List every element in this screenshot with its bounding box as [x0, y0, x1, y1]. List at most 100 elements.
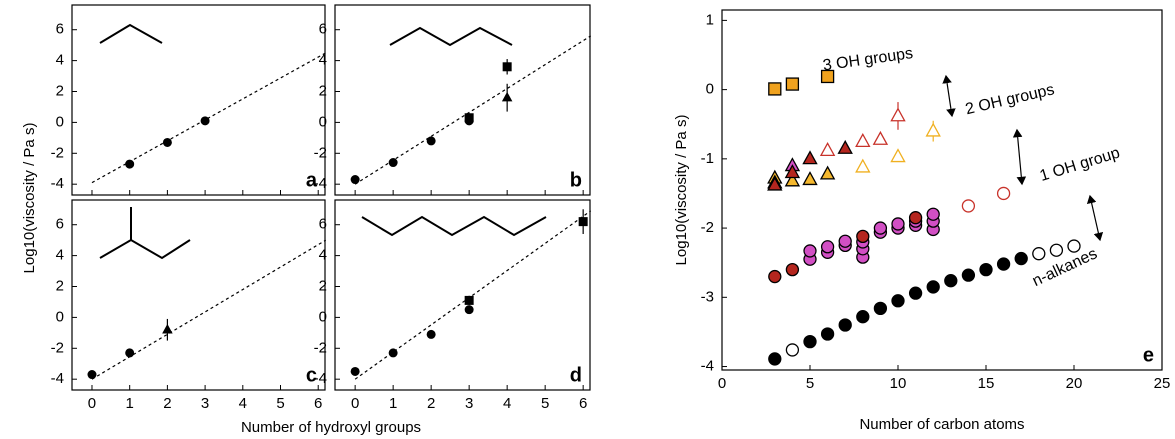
point — [891, 217, 905, 231]
x-tick-label: 5 — [541, 395, 549, 412]
point — [578, 217, 588, 227]
x-tick-label: 4 — [239, 395, 247, 412]
point — [785, 262, 800, 277]
molecule-c — [99, 207, 191, 260]
panel-label: c — [306, 364, 317, 386]
y-tick-label: 0 — [706, 81, 714, 98]
point — [162, 137, 172, 147]
point — [350, 175, 360, 185]
y-axis-label: Log10(viscosity / Pa s) — [21, 123, 38, 274]
arrow — [942, 74, 956, 118]
point — [785, 343, 800, 357]
point — [819, 141, 836, 156]
fit-line — [354, 35, 592, 185]
point — [768, 269, 782, 284]
y-tick-label: 2 — [56, 82, 64, 99]
y-tick-label: -4 — [51, 370, 64, 387]
point — [890, 107, 906, 122]
point — [996, 257, 1011, 271]
y-tick-label: 1 — [706, 11, 714, 28]
y-tick-label: -4 — [701, 358, 714, 375]
point — [838, 318, 852, 332]
point — [803, 334, 817, 349]
point — [502, 62, 512, 72]
point — [1014, 251, 1028, 266]
x-tick-label: 20 — [1066, 375, 1083, 392]
point — [890, 148, 906, 163]
y-tick-label: -4 — [314, 175, 327, 192]
x-axis-label: Number of hydroxyl groups — [241, 419, 421, 436]
point — [856, 310, 870, 324]
point — [856, 229, 870, 244]
point — [819, 165, 836, 180]
y-tick-label: 2 — [56, 277, 64, 294]
y-tick-label: 4 — [56, 247, 64, 264]
panel-label: d — [570, 364, 582, 386]
panel-label: e — [1143, 344, 1154, 366]
x-tick-label: 25 — [1154, 375, 1171, 392]
x-tick-label: 4 — [503, 395, 511, 412]
point — [162, 323, 173, 334]
plot-frame — [721, 9, 1163, 371]
y-tick-label: 6 — [319, 21, 327, 38]
y-tick-label: 2 — [319, 82, 327, 99]
x-tick-label: 2 — [427, 395, 435, 412]
x-tick-label: 10 — [890, 375, 907, 392]
point — [872, 130, 889, 145]
point — [925, 122, 941, 137]
y-tick-label: -1 — [701, 150, 714, 167]
arrow — [1012, 128, 1027, 186]
point — [125, 159, 135, 169]
point — [1049, 243, 1064, 257]
point — [501, 91, 513, 102]
point — [87, 370, 97, 380]
point — [388, 158, 398, 168]
plot-frame — [71, 4, 326, 196]
y-tick-label: 2 — [319, 277, 327, 294]
point — [464, 295, 474, 305]
y-tick-label: -2 — [51, 339, 64, 356]
point — [464, 113, 474, 123]
y-tick-label: 0 — [56, 308, 64, 325]
plot-frame — [334, 199, 591, 391]
point — [944, 274, 958, 288]
point — [768, 352, 782, 366]
point — [979, 262, 993, 277]
y-tick-label: -2 — [314, 339, 327, 356]
annotation: 2 OH groups — [964, 81, 1056, 118]
x-tick-label: 3 — [465, 395, 473, 412]
point — [802, 150, 818, 165]
x-tick-label: 5 — [276, 395, 284, 412]
point — [891, 294, 905, 308]
point — [768, 82, 782, 96]
y-tick-label: -2 — [314, 144, 327, 161]
point — [908, 211, 923, 225]
y-tick-label: 6 — [319, 216, 327, 233]
y-tick-label: 4 — [319, 247, 327, 264]
x-tick-label: 6 — [314, 395, 322, 412]
y-axis-label: Log10(viscosity / Pa s) — [673, 115, 690, 266]
point — [784, 172, 801, 187]
x-axis-label: Number of carbon atoms — [859, 416, 1024, 433]
point — [820, 327, 835, 341]
y-tick-label: -3 — [701, 288, 714, 305]
y-tick-label: 0 — [319, 308, 327, 325]
point — [784, 164, 801, 179]
panel-label: b — [570, 169, 582, 191]
panel-label: a — [306, 169, 318, 191]
y-tick-label: 6 — [56, 216, 64, 233]
molecule-b — [389, 26, 513, 47]
plot-frame — [71, 199, 326, 391]
point — [961, 199, 976, 213]
y-tick-label: 6 — [56, 21, 64, 38]
point — [926, 207, 940, 221]
point — [200, 116, 210, 126]
point — [908, 286, 923, 300]
y-tick-label: 4 — [56, 52, 64, 69]
annotation: 1 OH group — [1038, 144, 1122, 184]
point — [802, 171, 818, 186]
x-tick-label: 3 — [201, 395, 209, 412]
point — [873, 301, 888, 316]
y-tick-label: -2 — [51, 144, 64, 161]
